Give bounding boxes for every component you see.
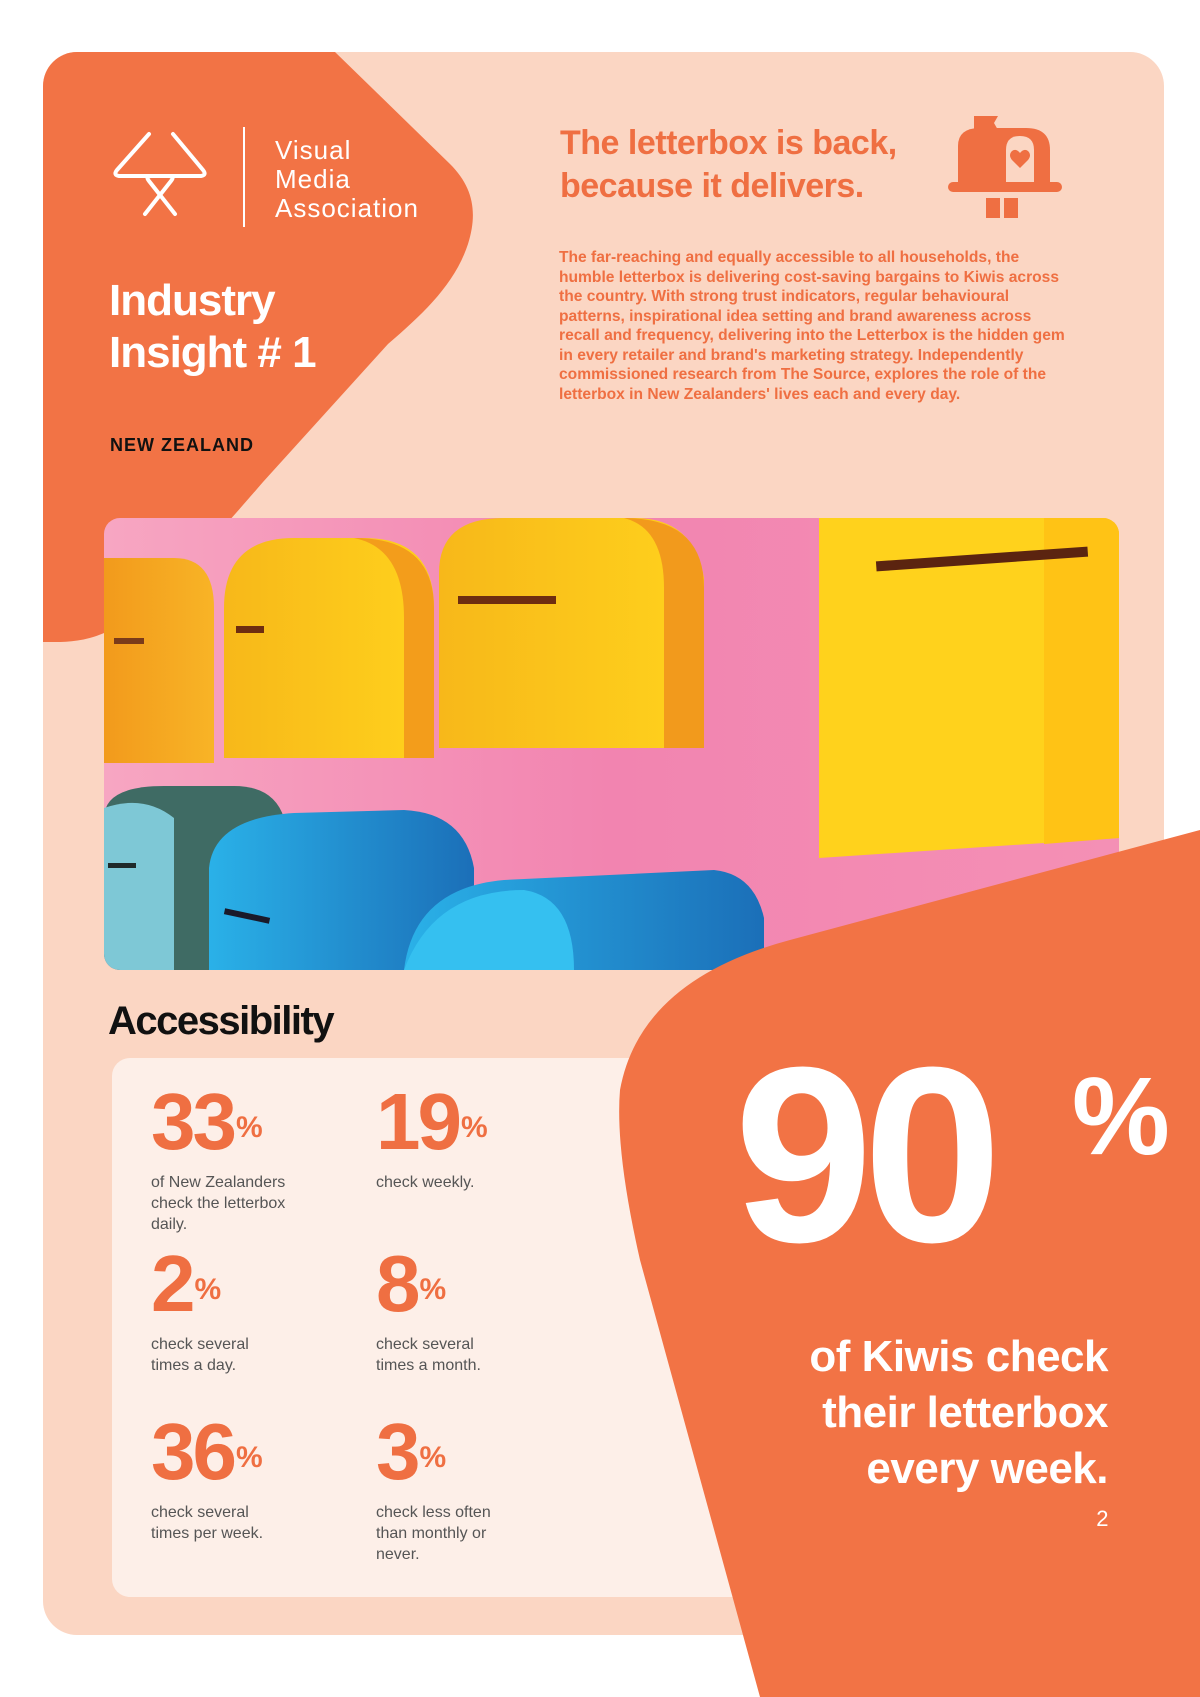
- stat-several-monthly: 8% check several times a month.: [376, 1244, 501, 1376]
- insight-title-line: Insight # 1: [109, 328, 317, 377]
- stat-unit: %: [460, 1111, 488, 1144]
- stat-label: check several times per week.: [151, 1504, 264, 1542]
- stat-label: check weekly.: [376, 1174, 475, 1191]
- stat-value: 33%: [151, 1082, 301, 1162]
- highlight-caption-line-last: every week. 2: [708, 1441, 1108, 1553]
- highlight-caption-line: every week.: [866, 1444, 1108, 1493]
- stat-unit: %: [235, 1441, 263, 1474]
- stat-unit: %: [235, 1111, 263, 1144]
- intro-paragraph: The far-reaching and equally accessible …: [559, 249, 1065, 403]
- stat-value: 36%: [151, 1412, 291, 1492]
- insight-title: Industry Insight # 1: [109, 275, 317, 379]
- letterbox-heart-icon: [948, 116, 1062, 218]
- stat-label: of New Zealanders check the letterbox da…: [151, 1174, 286, 1233]
- brand-name-line: Media: [275, 164, 351, 194]
- stat-unit: %: [419, 1441, 447, 1474]
- stat-label: check several times a month.: [376, 1336, 481, 1374]
- stat-value: 8%: [376, 1244, 501, 1324]
- stat-label: check several times a day.: [151, 1336, 249, 1374]
- highlight-unit: %: [1072, 1055, 1170, 1178]
- section-title: Accessibility: [108, 999, 335, 1043]
- brand-name-line: Visual: [275, 135, 352, 165]
- stat-value: 3%: [376, 1412, 506, 1492]
- headline-line: because it delivers.: [560, 167, 864, 205]
- stat-number: 19: [376, 1077, 462, 1166]
- stat-several-weekly: 36% check several times per week.: [151, 1412, 291, 1544]
- stat-number: 8: [376, 1239, 420, 1328]
- headline: The letterbox is back, because it delive…: [560, 122, 897, 208]
- stat-unit: %: [419, 1273, 447, 1306]
- brand-name-line: Association: [275, 193, 419, 223]
- stat-label: check less often than monthly or never.: [376, 1504, 491, 1563]
- stat-value: 2%: [151, 1244, 271, 1324]
- logo-divider: [243, 127, 245, 227]
- stat-number: 33: [151, 1077, 237, 1166]
- highlight-value: 90: [734, 1015, 1002, 1294]
- stat-number: 3: [376, 1407, 420, 1496]
- insight-title-line: Industry: [109, 276, 276, 325]
- stat-daily: 33% of New Zealanders check the letterbo…: [151, 1082, 301, 1235]
- stat-several-daily: 2% check several times a day.: [151, 1244, 271, 1376]
- interlocking-s-logo-icon: [113, 132, 207, 216]
- highlight-caption-line: of Kiwis check: [809, 1332, 1108, 1381]
- region-label: NEW ZEALAND: [110, 435, 254, 455]
- highlight-caption: of Kiwis check their letterbox every wee…: [708, 1329, 1108, 1553]
- letterboxes-illustration: [104, 518, 1119, 970]
- header-blob: [43, 52, 473, 643]
- headline-line: The letterbox is back,: [560, 124, 897, 162]
- stat-number: 36: [151, 1407, 237, 1496]
- brand-name: Visual Media Association: [275, 136, 419, 223]
- stat-value: 19%: [376, 1082, 556, 1162]
- highlight-caption-line: their letterbox: [822, 1388, 1108, 1437]
- letterboxes-photo: [104, 518, 1119, 970]
- footnote-marker: 2: [1096, 1506, 1108, 1531]
- stat-unit: %: [194, 1273, 222, 1306]
- stat-number: 2: [151, 1239, 195, 1328]
- stat-rarely: 3% check less often than monthly or neve…: [376, 1412, 506, 1565]
- stat-weekly: 19% check weekly.: [376, 1082, 556, 1193]
